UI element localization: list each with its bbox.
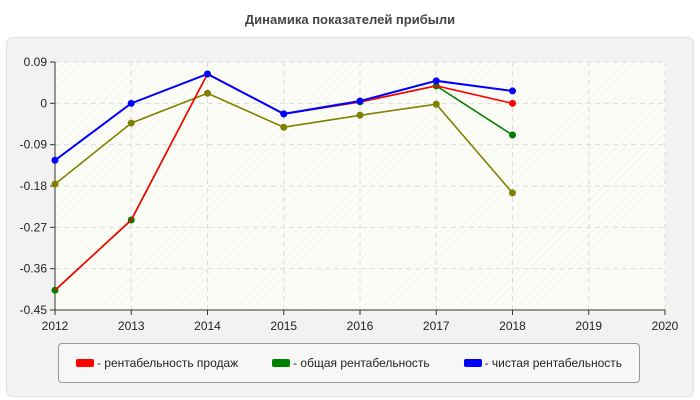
x-tick-label: 2015	[270, 319, 297, 333]
legend: - рентабельность продаж - общая рентабель…	[58, 343, 640, 383]
data-point	[204, 70, 211, 78]
legend-item[interactable]: - чистая рентабельность	[463, 356, 623, 370]
data-point	[432, 100, 440, 108]
x-tick-label: 2019	[575, 319, 602, 333]
data-point	[280, 123, 288, 131]
y-tick-label: -0.27	[20, 220, 48, 234]
data-point	[51, 180, 59, 188]
data-point	[509, 131, 516, 139]
x-tick-label: 2013	[118, 319, 145, 333]
legend-item[interactable]: - рентабельность продаж	[75, 356, 239, 370]
legend-swatch	[463, 359, 482, 367]
y-tick-label: 0	[40, 96, 47, 110]
legend-swatch	[75, 359, 94, 367]
data-point	[432, 77, 440, 85]
data-point	[509, 99, 516, 107]
y-tick-label: -0.36	[20, 262, 48, 276]
data-point	[509, 189, 516, 197]
legend-label: - общая рентабельность	[293, 356, 430, 370]
legend-item[interactable]: - общая рентабельность	[272, 356, 430, 370]
data-point	[51, 156, 59, 164]
x-tick-label: 2020	[652, 319, 679, 333]
data-point	[509, 87, 516, 95]
data-point	[356, 111, 364, 119]
chart-title: Динамика показателей прибыли	[244, 12, 456, 27]
y-tick-label: -0.18	[20, 179, 48, 193]
legend-label: - рентабельность продаж	[96, 356, 239, 370]
data-point	[127, 99, 135, 107]
x-tick-label: 2014	[194, 319, 221, 333]
y-tick-label: 0.09	[24, 55, 48, 69]
data-point	[280, 110, 288, 118]
x-tick-label: 2016	[347, 319, 374, 333]
x-tick-label: 2017	[423, 319, 450, 333]
data-point	[356, 97, 364, 105]
y-tick-label: -0.09	[20, 138, 48, 152]
data-point	[204, 89, 211, 97]
x-tick-label: 2012	[42, 319, 69, 333]
legend-label: - чистая рентабельность	[484, 356, 623, 370]
y-tick-label: -0.45	[20, 303, 48, 317]
data-point	[127, 119, 135, 127]
legend-swatch	[272, 359, 291, 367]
x-tick-label: 2018	[499, 319, 526, 333]
